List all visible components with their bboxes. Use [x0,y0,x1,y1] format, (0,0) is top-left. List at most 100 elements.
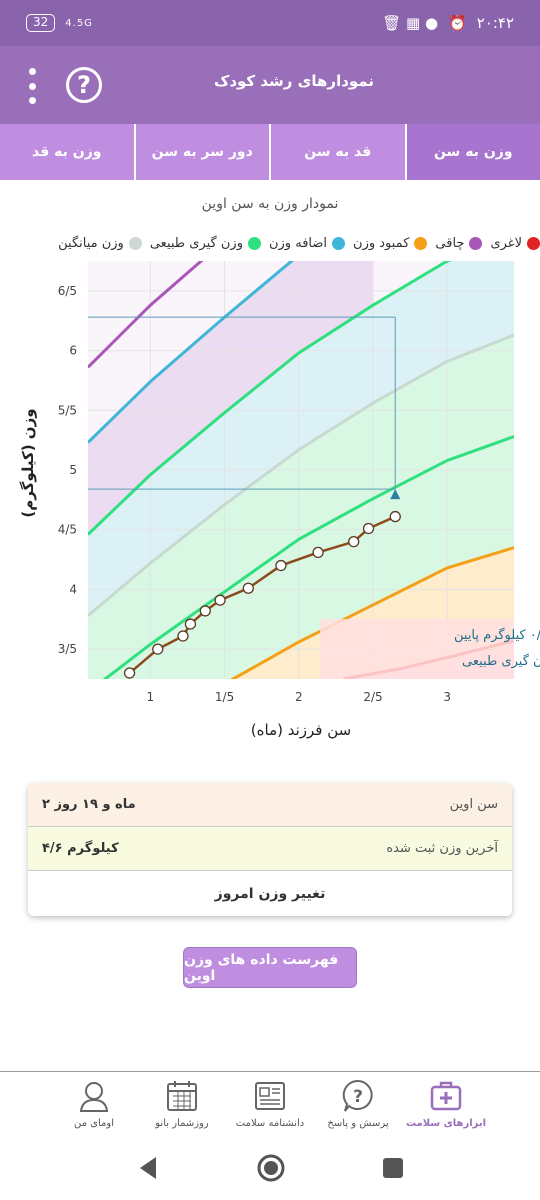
child-weight-point [152,643,164,655]
recents-icon[interactable] [382,1157,404,1179]
x-tick-label: 2 [295,690,303,704]
clock: ۲۰:۴۲ [476,14,514,32]
weight-row: ۴/۶ کیلوگرم آخرین وزن ثبت شده [28,827,512,871]
nav-label: ابزارهای سلامت [405,1118,487,1129]
system-nav [0,1135,540,1200]
svg-text:?: ? [353,1087,363,1107]
child-weight-point [177,630,189,642]
page-title: نمودارهای رشد کودک [213,72,374,90]
legend-item-underweight[interactable]: کمبود وزن [353,232,428,254]
age-label: سن اوین [449,797,498,812]
more-vert-icon[interactable] [22,66,42,106]
notification-icons: 🗑 ▦ ● [382,14,439,32]
y-tick-label: 4/5 [58,523,77,537]
y-tick-label: 4 [69,582,77,596]
change-weight-today[interactable]: تغییر وزن امروز [28,871,512,916]
y-tick-label: 5 [69,463,77,477]
legend-item-obesity[interactable]: چاقی [435,232,483,254]
status-left: 32 4.5G [26,14,93,32]
y-axis-label: وزن (کیلوگرم) [19,408,37,517]
newspaper-icon [255,1082,285,1110]
legend-label: وزن میانگین [58,235,124,251]
nav-encyclopedia[interactable]: دانشنامه سلامت [230,1072,310,1135]
status-bar: 32 4.5G 🗑 ▦ ● ⏰ ۲۰:۴۲ [0,0,540,46]
legend-label: اضافه وزن [268,235,328,251]
nav-qa[interactable]: ? پرسش و پاسخ [318,1072,398,1135]
alarm-icon: ⏰ [448,14,467,32]
nav-label: پرسش و پاسخ [327,1118,389,1129]
legend-dot [414,236,428,250]
band-curve [88,261,204,369]
home-icon[interactable] [256,1153,286,1183]
child-weight-point [362,522,375,535]
question-bubble-icon: ? [342,1079,373,1112]
legend-dot [469,236,483,250]
x-tick-label: 2/5 [363,690,382,704]
child-weight-point [214,594,226,606]
legend-item-normal[interactable]: وزن گیری طبیعی [150,232,261,254]
x-tick-label: 3 [443,690,451,704]
legend-dot [128,236,142,250]
x-axis-label: سن فرزند (ماه) [251,721,351,739]
bottom-nav: ابزارهای سلامت ? پرسش و پاسخ دانشنامه سل… [0,1071,540,1135]
status-right: 🗑 ▦ ● ⏰ ۲۰:۴۲ [382,14,514,32]
chart-tabs: وزن به قد دور سر به سن قد به سن وزن به س… [0,124,540,180]
weight-label: آخرین وزن ثبت شده [386,841,498,856]
legend-dot [247,236,261,250]
y-tick-label: 6/5 [58,284,77,298]
annotation-line-1: ۰/۳ کیلوگرم پایین [454,627,540,643]
network-indicator: 4.5G [65,17,93,29]
tab-weight-for-age[interactable]: وزن به سن [406,124,540,180]
back-icon[interactable] [136,1155,160,1181]
nav-label: دانشنامه سلامت [235,1118,305,1129]
y-tick-label: 3/5 [58,642,77,656]
legend-item-underweight-severe[interactable]: لاغری [490,232,540,254]
child-weight-point [242,582,254,594]
nav-profile[interactable]: اومای من [54,1072,134,1135]
age-value: ۲ ماه و ۱۹ روز [42,797,136,812]
tab-height-for-age[interactable]: قد به سن [271,124,407,180]
child-weight-point [389,510,401,523]
band-curve [102,435,514,679]
plot-area [88,261,514,679]
y-tick-label: 6 [69,344,77,358]
legend-item-median[interactable]: وزن میانگین [58,232,142,254]
app-bar: ? نمودارهای رشد کودک [0,46,540,124]
legend-item-overweight[interactable]: اضافه وزن [268,232,346,254]
weight-list-button[interactable]: فهرست داده های وزن اوین [183,947,357,988]
band-curve [229,546,514,679]
child-weight-point [312,546,324,559]
chart-legend: لاغری چاقی کمبود وزن اضافه وزن وزن گیری … [58,232,540,254]
medical-kit-icon [430,1081,462,1111]
tab-weight-for-height[interactable]: وزن به قد [0,124,136,180]
help-circle-icon[interactable]: ? [66,67,102,103]
chart-title: نمودار وزن به سن اوین [201,196,339,212]
nav-health-tools[interactable]: ابزارهای سلامت [406,1072,486,1135]
growth-chart: ۰/۳ کیلوگرم پایین محدوده وزن گیری طبیعی 1 1… [19,261,540,739]
calendar-icon [167,1081,197,1111]
user-avatar-icon [79,1082,109,1112]
legend-label: لاغری [490,235,522,251]
child-weight-point [199,605,211,617]
annotation-box [320,619,514,679]
tab-head-for-age[interactable]: دور سر به سن [136,124,271,180]
x-tick-label: 1/5 [215,690,234,704]
band-curve [88,333,514,617]
info-card: ۲ ماه و ۱۹ روز سن اوین ۴/۶ کیلوگرم آخرین… [28,783,512,916]
legend-dot [332,236,346,250]
nav-label: روزشمار بانو [155,1118,209,1129]
nav-label: اومای من [74,1118,114,1129]
nav-calendar[interactable]: روزشمار بانو [142,1072,222,1135]
battery-indicator: 32 [26,14,56,32]
child-weight-point [275,559,287,572]
weight-value: ۴/۶ کیلوگرم [42,841,119,856]
x-tick-label: 1 [147,690,155,704]
child-weight-point [123,667,136,679]
legend-label: چاقی [435,235,465,251]
legend-label: وزن گیری طبیعی [149,235,243,251]
annotation-line-2: محدوده وزن گیری طبیعی [462,653,540,669]
child-weight-point [184,618,197,630]
band-curve [88,261,452,536]
legend-dot [527,236,540,250]
reference-arrow [390,489,401,500]
